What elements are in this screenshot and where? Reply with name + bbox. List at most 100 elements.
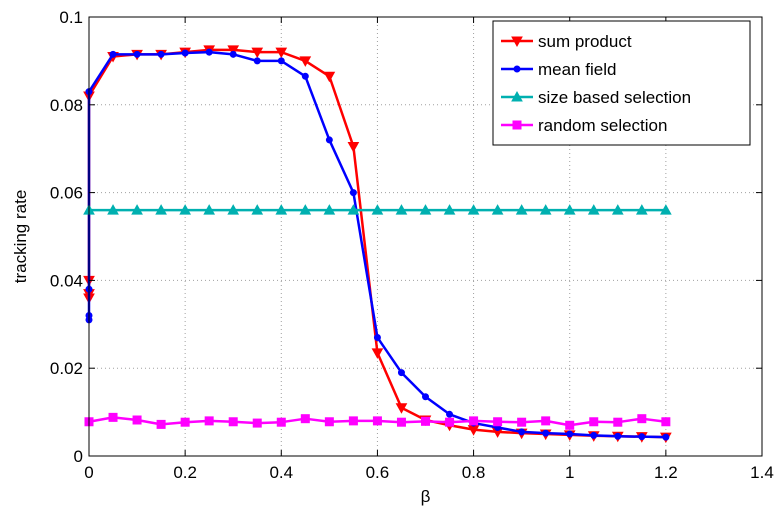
x-tick-label: 0.4 (269, 463, 293, 482)
data-point (108, 412, 118, 422)
legend-marker (511, 36, 523, 48)
data-point (228, 417, 238, 427)
legend-box (492, 20, 751, 146)
data-point (323, 204, 336, 215)
y-tick-label: 0.02 (50, 359, 83, 378)
data-point (371, 348, 384, 359)
data-point (253, 57, 261, 65)
data-point (180, 417, 190, 427)
data-point (565, 420, 575, 430)
data-point (397, 369, 405, 377)
data-point (635, 204, 648, 215)
data-point (325, 136, 333, 144)
data-point (660, 204, 672, 215)
data-point (229, 50, 237, 58)
legend-label: size based selection (538, 88, 691, 107)
series-line (87, 50, 666, 439)
data-point (469, 416, 479, 426)
data-point (299, 204, 312, 215)
data-point (661, 417, 671, 427)
data-point (323, 71, 336, 83)
y-tick-label: 0.06 (50, 184, 83, 203)
data-point (467, 204, 480, 215)
legend: sum product mean field size based selectio… (492, 20, 751, 146)
data-point (396, 417, 406, 427)
data-point (638, 433, 646, 441)
x-tick-label: 0.8 (462, 463, 486, 482)
series-size-based-selection (83, 204, 672, 215)
data-point (251, 47, 264, 59)
data-point (275, 47, 288, 59)
data-point (301, 72, 309, 80)
y-axis-label: tracking rate (11, 190, 30, 284)
data-point (131, 204, 143, 215)
legend-label: random selection (538, 116, 667, 135)
data-point (204, 416, 214, 426)
data-point (227, 204, 240, 215)
data-point (590, 431, 598, 439)
data-point (155, 204, 167, 215)
data-point (611, 204, 624, 215)
data-point (614, 432, 622, 440)
series-random-selection (84, 412, 671, 430)
data-point (156, 419, 166, 429)
data-point (566, 430, 574, 438)
data-point (443, 204, 456, 215)
y-tick-label: 0 (74, 447, 83, 466)
y-tick-label: 0.08 (50, 96, 83, 115)
data-point (203, 204, 216, 215)
data-point (252, 418, 262, 428)
data-point (205, 48, 213, 56)
data-point (589, 417, 599, 427)
x-tick-label: 1.4 (750, 463, 774, 482)
data-point (181, 49, 189, 57)
data-point (563, 204, 576, 215)
data-point (422, 393, 429, 401)
plot-frame (88, 16, 763, 457)
x-tick-label: 0.2 (173, 463, 197, 482)
data-point (132, 415, 142, 425)
data-point (324, 417, 334, 427)
y-tick-label: 0.04 (50, 271, 83, 290)
data-point (518, 428, 526, 436)
x-tick-label: 1 (565, 463, 574, 482)
data-point (587, 204, 600, 215)
data-point (347, 204, 360, 215)
data-point (517, 417, 527, 427)
data-point (541, 416, 551, 426)
data-point (349, 189, 357, 197)
data-point (493, 417, 503, 427)
legend-marker (513, 65, 521, 73)
data-point (348, 416, 358, 426)
axis-ticks: 0 0.2 0.4 0.6 0.8 1 1.2 1.4 0 0.02 0.04 0.06 0.08 0.1 (50, 8, 774, 482)
data-point (395, 403, 408, 414)
data-point (515, 204, 528, 215)
y-tick-label: 0.1 (59, 8, 83, 27)
legend-label: mean field (538, 60, 616, 79)
data-point (637, 414, 647, 424)
x-tick-label: 1.2 (654, 463, 678, 482)
data-point (227, 45, 240, 56)
legend-label: sum product (538, 32, 632, 51)
data-point (542, 429, 550, 437)
data-point (251, 204, 264, 215)
data-point (446, 410, 454, 418)
series-layer (83, 45, 672, 444)
data-point (373, 333, 381, 341)
x-tick-label: 0 (84, 463, 93, 482)
data-point (276, 417, 286, 427)
data-point (372, 416, 382, 426)
data-point (133, 50, 141, 58)
data-point (109, 50, 117, 58)
data-point (613, 417, 623, 427)
data-point (107, 204, 119, 215)
x-tick-label: 0.6 (366, 463, 390, 482)
data-point (445, 417, 455, 427)
data-point (421, 416, 430, 426)
data-point (395, 204, 408, 215)
legend-marker (511, 90, 523, 102)
data-point (277, 57, 285, 65)
data-point (539, 204, 552, 215)
data-point (275, 204, 288, 215)
